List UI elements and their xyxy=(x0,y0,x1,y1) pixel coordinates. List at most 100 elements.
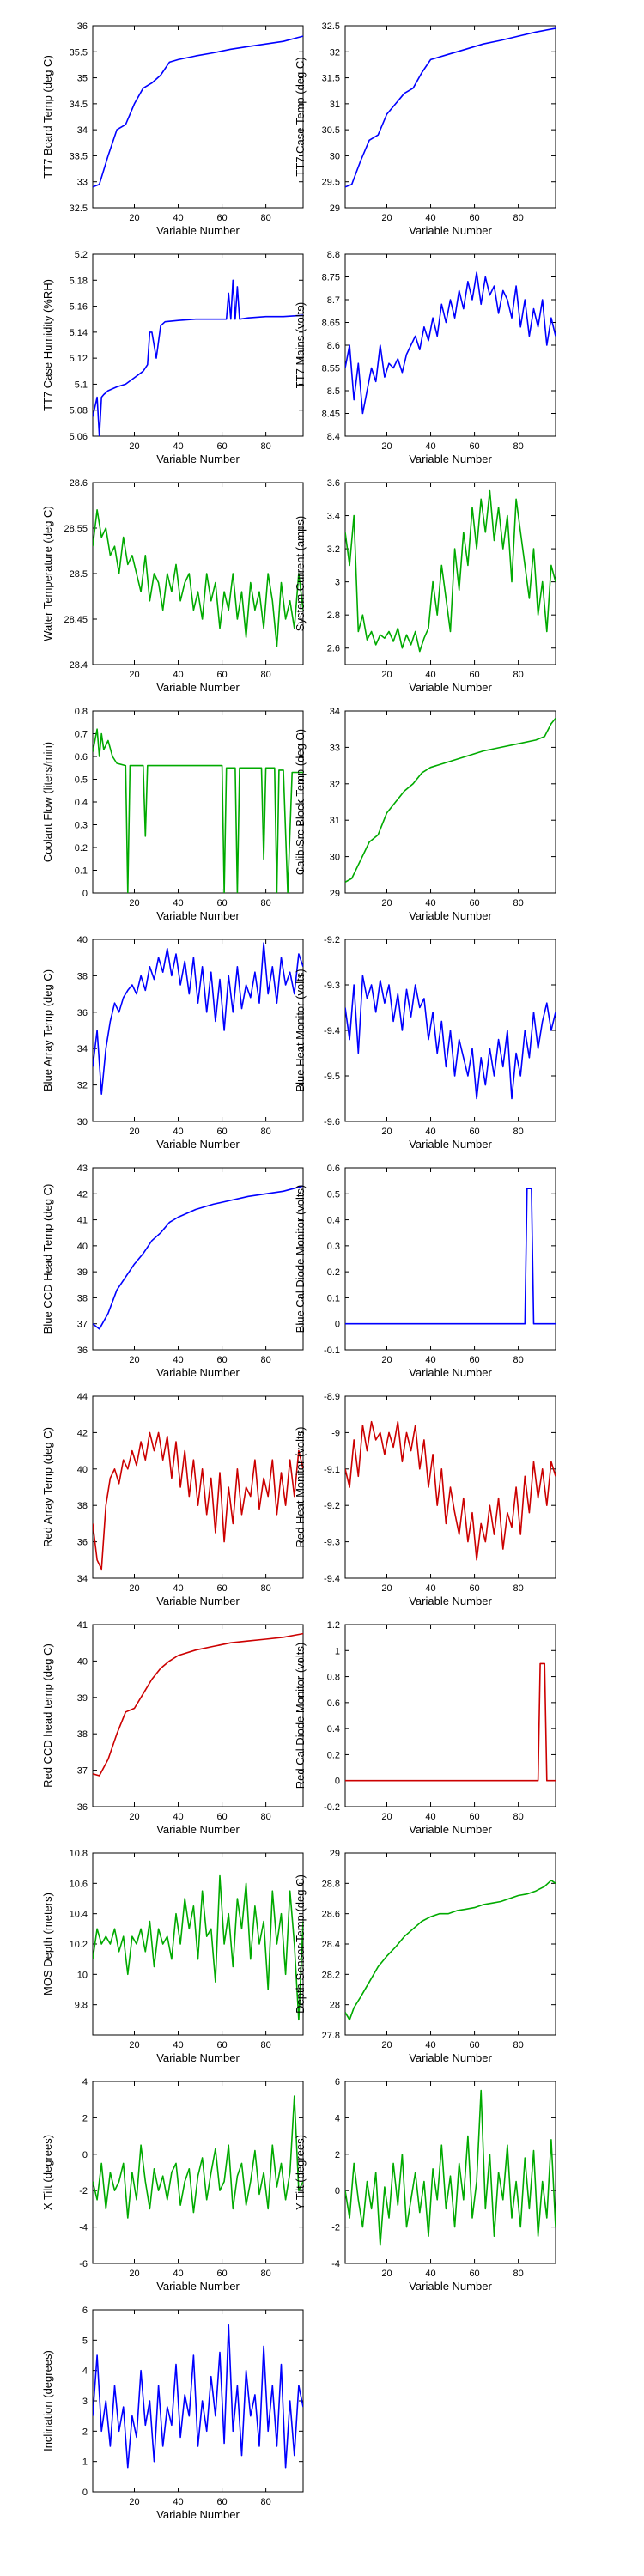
plot-area xyxy=(344,710,556,894)
y-tick-label: 2 xyxy=(82,2427,88,2437)
y-tick-label: 34.5 xyxy=(70,100,88,110)
y-tick-label: 35.5 xyxy=(70,47,88,58)
x-tick-label: 40 xyxy=(173,2269,183,2279)
y-axis-label: TT7 Case Humidity (%RH) xyxy=(41,279,54,411)
series-line xyxy=(345,1662,556,1782)
chart-panel-14: -9.4 -9.3 -9.2 -9.1 -9 -8.9 20 40 60 80 Variable N… xyxy=(294,1392,556,1607)
y-tick-label: 5.06 xyxy=(70,432,88,442)
y-tick-label: 6 xyxy=(82,2306,88,2316)
y-tick-label: -9.3 xyxy=(324,1538,340,1548)
y-tick-label: 2.8 xyxy=(327,611,340,621)
x-tick-label: 40 xyxy=(425,670,435,680)
chart-panel-17: 9.8 10 10.2 10.4 10.6 10.8 20 40 60 80 Variable Nu… xyxy=(41,1849,304,2064)
y-tick-label: 3.4 xyxy=(327,512,340,522)
y-axis-label: MOS Depth (meters) xyxy=(41,1893,54,1996)
plot-area xyxy=(344,1624,556,1807)
y-tick-label: 4 xyxy=(82,2366,88,2377)
y-axis-label: Depth Sensor Temp (deg C) xyxy=(294,1874,307,2014)
y-tick-label: -4 xyxy=(79,2223,88,2233)
x-tick-label: 60 xyxy=(216,1812,227,1822)
y-tick-label: 40 xyxy=(77,935,88,945)
y-tick-label: 0.6 xyxy=(327,1163,340,1174)
chart-panel-8: 29 30 31 32 33 34 20 40 60 80 Variable Number Calib… xyxy=(294,707,556,922)
y-tick-label: 34 xyxy=(77,125,88,136)
y-tick-label: 0.5 xyxy=(75,775,88,786)
plot-area xyxy=(92,482,304,665)
y-tick-label: 0.2 xyxy=(75,843,88,854)
plot-area xyxy=(92,1852,304,2036)
y-tick-label: 42 xyxy=(77,1428,88,1438)
y-tick-label: 28 xyxy=(330,2001,340,2011)
series-line xyxy=(345,1420,556,1561)
x-axis-label: Variable Number xyxy=(409,453,492,465)
plot-area xyxy=(344,1167,556,1351)
y-tick-label: 8.7 xyxy=(327,295,340,306)
chart-panel-12: -0.1 0 0.1 0.2 0.3 0.4 0.5 0.6 20 40 60 80 Variable … xyxy=(294,1163,556,1379)
x-tick-label: 40 xyxy=(173,2040,183,2050)
x-tick-label: 60 xyxy=(216,2269,227,2279)
x-tick-label: 80 xyxy=(260,1355,270,1365)
y-tick-label: 27.8 xyxy=(322,2031,340,2041)
y-tick-label: -0.2 xyxy=(324,1802,340,1813)
x-tick-label: 20 xyxy=(129,1355,139,1365)
y-tick-label: 10 xyxy=(77,1970,88,1980)
y-tick-label: -9.6 xyxy=(324,1117,340,1127)
x-tick-label: 60 xyxy=(469,1583,479,1594)
y-tick-label: 36 xyxy=(77,1008,88,1018)
y-tick-label: 36 xyxy=(77,21,88,32)
y-tick-label: 28.6 xyxy=(322,1910,340,1920)
y-tick-label: 3.6 xyxy=(327,478,340,489)
x-tick-label: 60 xyxy=(469,441,479,452)
x-tick-label: 40 xyxy=(173,898,183,908)
y-tick-label: -9.5 xyxy=(324,1072,340,1082)
y-tick-label: 0.8 xyxy=(75,707,88,717)
x-tick-label: 60 xyxy=(469,2040,479,2050)
y-tick-label: -9.4 xyxy=(324,1574,340,1584)
x-tick-label: 20 xyxy=(381,1355,392,1365)
x-tick-label: 20 xyxy=(381,1127,392,1137)
x-tick-label: 20 xyxy=(129,2497,139,2507)
chart-panel-15: 36 37 38 39 40 41 20 40 60 80 Variable Number Red C… xyxy=(41,1620,304,1836)
plot-area xyxy=(92,2081,304,2264)
y-tick-label: 8.8 xyxy=(327,250,340,260)
y-tick-label: 30.5 xyxy=(322,125,340,136)
x-tick-label: 80 xyxy=(260,213,270,223)
y-tick-label: 36 xyxy=(77,1802,88,1813)
x-tick-label: 60 xyxy=(216,1127,227,1137)
x-tick-label: 40 xyxy=(425,1127,435,1137)
x-axis-label: Variable Number xyxy=(409,224,492,237)
chart-panel-4: 8.4 8.45 8.5 8.55 8.6 8.65 8.7 8.75 8.8 20 40 60 80 V… xyxy=(294,250,556,465)
x-axis-label: Variable Number xyxy=(409,681,492,694)
x-axis-label: Variable Number xyxy=(409,1595,492,1607)
x-tick-label: 80 xyxy=(513,898,523,908)
x-tick-label: 60 xyxy=(216,1583,227,1594)
y-axis-label: Blue Cal Diode Monitor (volts) xyxy=(294,1185,307,1334)
series-line xyxy=(93,942,303,1095)
y-tick-label: 0 xyxy=(82,2150,88,2160)
series-line xyxy=(345,975,556,1100)
x-tick-label: 80 xyxy=(513,213,523,223)
x-tick-label: 20 xyxy=(129,1583,139,1594)
plot-area xyxy=(92,710,304,894)
y-tick-label: 30 xyxy=(330,151,340,161)
y-axis-label: Blue Heat Monitor (volts) xyxy=(294,969,307,1091)
x-tick-label: 20 xyxy=(381,2269,392,2279)
series-line xyxy=(345,27,556,188)
y-tick-label: 36 xyxy=(77,1538,88,1548)
y-tick-label: 43 xyxy=(77,1163,88,1174)
y-tick-label: 34 xyxy=(77,1044,88,1054)
plot-area xyxy=(92,1395,304,1579)
x-tick-label: 60 xyxy=(216,213,227,223)
series-line xyxy=(93,508,303,647)
y-tick-label: 0.6 xyxy=(327,1698,340,1709)
y-tick-label: 42 xyxy=(77,1189,88,1200)
series-line xyxy=(93,728,303,893)
series-line xyxy=(93,2324,303,2469)
chart-panel-1: 32.5 33 33.5 34 34.5 35 35.5 36 20 40 60 80 Variable… xyxy=(41,21,304,237)
chart-panel-21: 0 1 2 3 4 5 6 20 40 60 80 Variable Number Inclinatio… xyxy=(41,2306,304,2521)
y-axis-label: TT7 Board Temp (deg C) xyxy=(41,55,54,179)
chart-panel-7: 0 0.1 0.2 0.3 0.4 0.5 0.6 0.7 0.8 20 40 60 80 Variabl… xyxy=(41,707,304,922)
series-line xyxy=(93,1431,303,1571)
y-tick-label: 30 xyxy=(330,853,340,863)
x-tick-label: 20 xyxy=(381,441,392,452)
